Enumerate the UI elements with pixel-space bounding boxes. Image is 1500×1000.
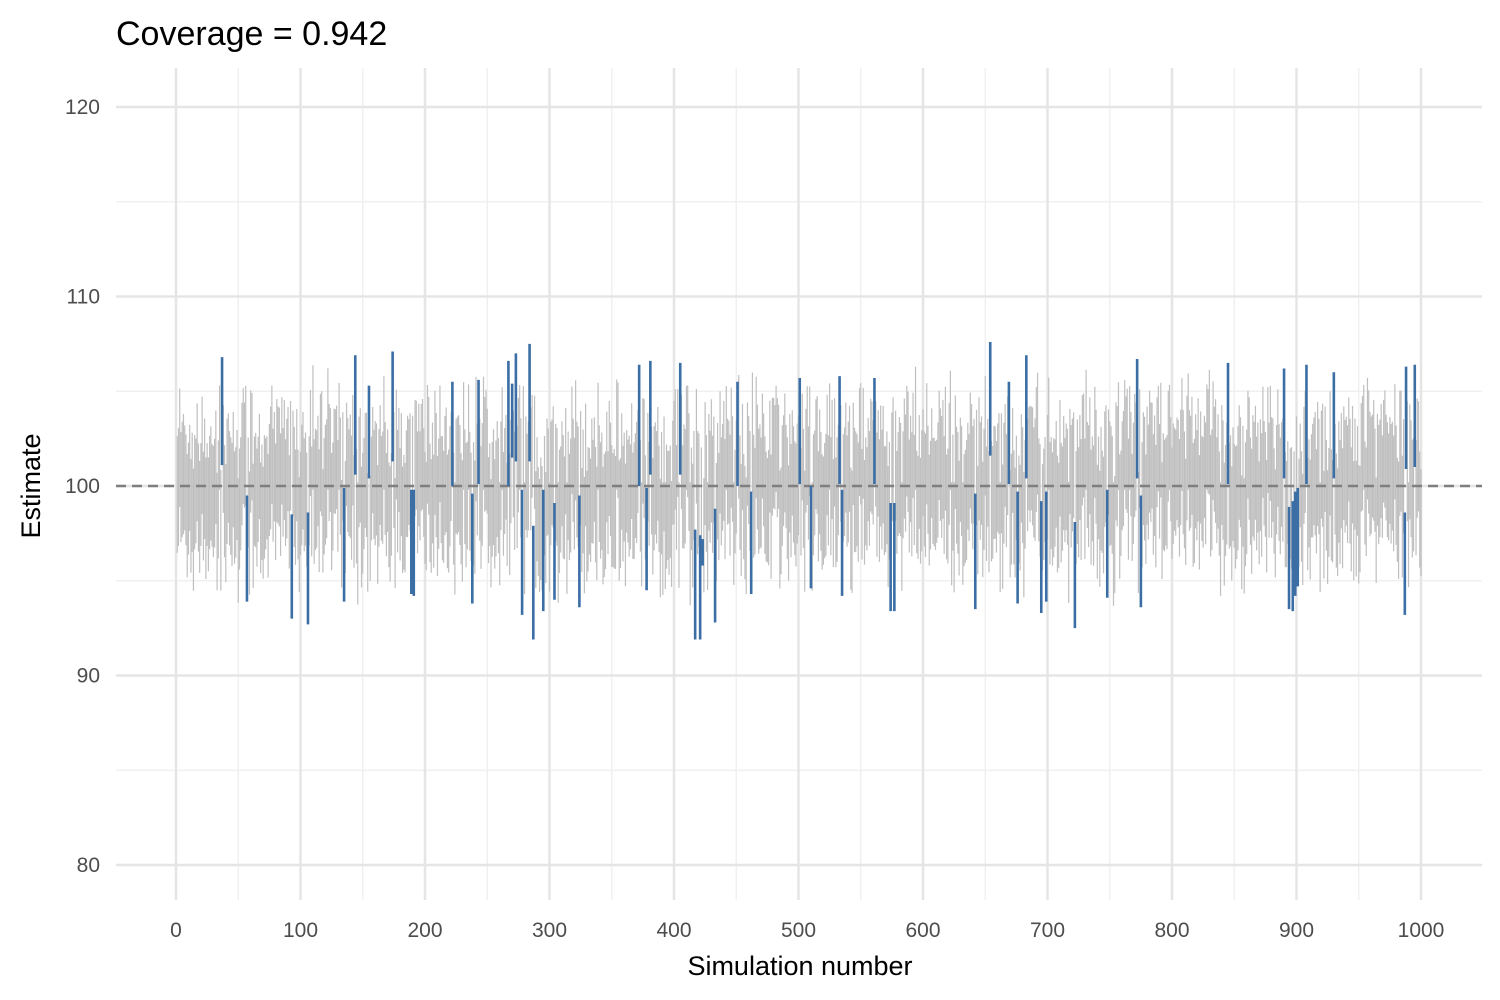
x-tick-label: 500 [781, 919, 816, 942]
x-tick-label: 300 [532, 919, 567, 942]
x-tick-label: 600 [905, 919, 940, 942]
x-tick-label: 200 [407, 919, 442, 942]
non-covering-intervals [220, 341, 1417, 640]
x-axis-ticks: 0 100 200 300 400 500 600 700 800 900 1000 [170, 919, 1444, 942]
y-axis-ticks: 80 90 100 110 120 [65, 96, 100, 877]
y-tick-label: 110 [67, 286, 100, 309]
y-tick-label: 120 [65, 96, 100, 119]
x-tick-label: 0 [170, 919, 182, 942]
y-tick-label: 90 [77, 665, 100, 688]
x-tick-label: 900 [1279, 919, 1314, 942]
covering-intervals [176, 365, 1422, 606]
y-tick-label: 80 [77, 854, 100, 877]
y-tick-label: 100 [65, 475, 100, 498]
x-tick-label: 700 [1030, 919, 1065, 942]
y-axis-title: Estimate [16, 433, 46, 538]
x-tick-label: 100 [283, 919, 318, 942]
x-tick-label: 800 [1154, 919, 1189, 942]
x-tick-label: 400 [656, 919, 691, 942]
chart-title: Coverage = 0.942 [116, 15, 387, 53]
x-tick-label: 1000 [1398, 919, 1445, 942]
x-axis-title: Simulation number [687, 951, 912, 981]
